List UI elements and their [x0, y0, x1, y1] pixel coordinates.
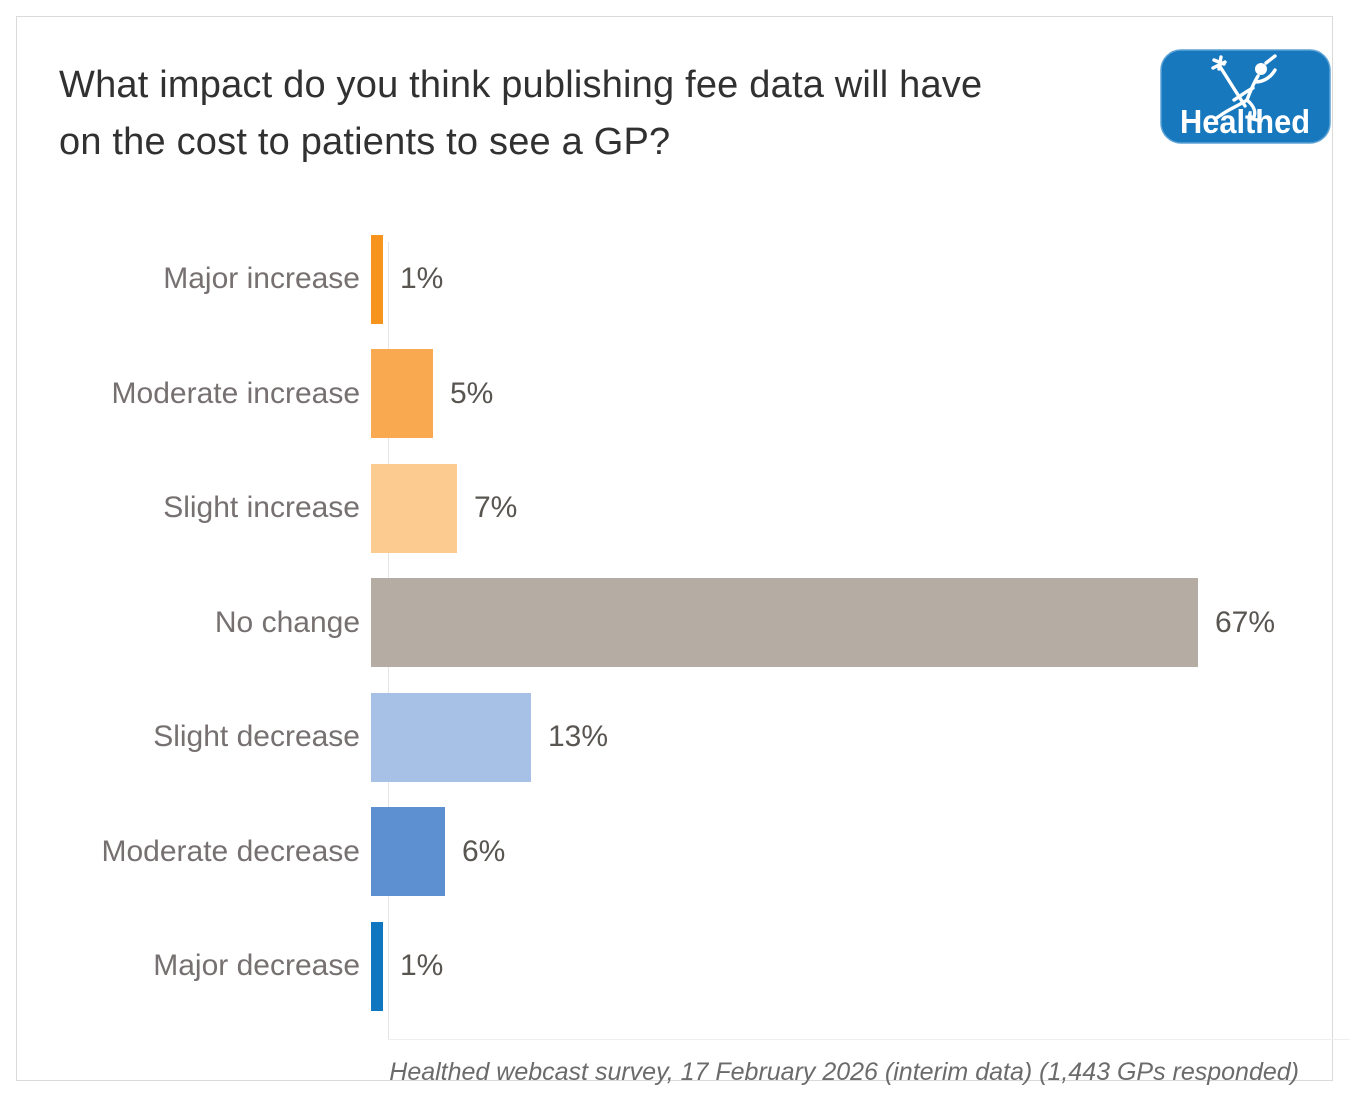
- bar[interactable]: [371, 349, 433, 439]
- chart-title-line2: on the cost to patients to see a GP?: [59, 121, 671, 163]
- dashboard-panel: What impact do you think publishing fee …: [16, 16, 1349, 1086]
- category-label: Moderate increase: [111, 376, 360, 410]
- logo-text: Healthed: [1180, 103, 1310, 140]
- chart-row: No change 67%: [0, 566, 1350, 681]
- value-label: 1%: [400, 949, 444, 983]
- bar[interactable]: [371, 463, 457, 553]
- chart-title: What impact do you think publishing fee …: [59, 57, 982, 171]
- bar-area: 6%: [371, 807, 506, 897]
- category-label: Slight increase: [163, 491, 360, 525]
- value-label: 1%: [400, 262, 444, 296]
- value-label: 7%: [474, 491, 518, 525]
- logo-background: [1160, 49, 1331, 144]
- value-label: 67%: [1215, 605, 1276, 639]
- bar[interactable]: [371, 234, 383, 324]
- healthed-logo: Healthed: [1160, 49, 1331, 144]
- bar[interactable]: [371, 692, 531, 782]
- chart-rows: Major increase 1% Moderate increase 5% S…: [0, 222, 1350, 1024]
- bar[interactable]: [371, 921, 383, 1011]
- category-label: Slight decrease: [153, 720, 360, 754]
- bar-area: 13%: [371, 692, 609, 782]
- chart-row: Slight increase 7%: [0, 451, 1350, 566]
- chart-row: Major increase 1%: [0, 222, 1350, 337]
- value-label: 13%: [548, 720, 609, 754]
- footer-divider: [388, 1039, 1349, 1040]
- bar-area: 7%: [371, 463, 518, 553]
- chart-row: Moderate decrease 6%: [0, 795, 1350, 910]
- chart-title-line1: What impact do you think publishing fee …: [59, 64, 983, 106]
- category-label: Major decrease: [153, 949, 360, 983]
- bar-area: 67%: [371, 578, 1276, 668]
- bar-area: 1%: [371, 921, 444, 1011]
- bar-area: 1%: [371, 234, 444, 324]
- chart-row: Moderate increase 5%: [0, 337, 1350, 452]
- mercury-runner-icon: [1211, 54, 1277, 123]
- source-caption: Healthed webcast survey, 17 February 202…: [389, 1058, 1299, 1086]
- value-label: 5%: [450, 376, 494, 410]
- category-label: Moderate decrease: [101, 834, 361, 868]
- chart-row: Major decrease 1%: [0, 909, 1350, 1024]
- bar[interactable]: [371, 578, 1198, 668]
- chart-row: Slight decrease 13%: [0, 680, 1350, 795]
- value-label: 6%: [462, 834, 506, 868]
- category-label: Major increase: [163, 262, 360, 296]
- bar[interactable]: [371, 807, 445, 897]
- bar-area: 5%: [371, 349, 494, 439]
- category-label: No change: [214, 605, 360, 639]
